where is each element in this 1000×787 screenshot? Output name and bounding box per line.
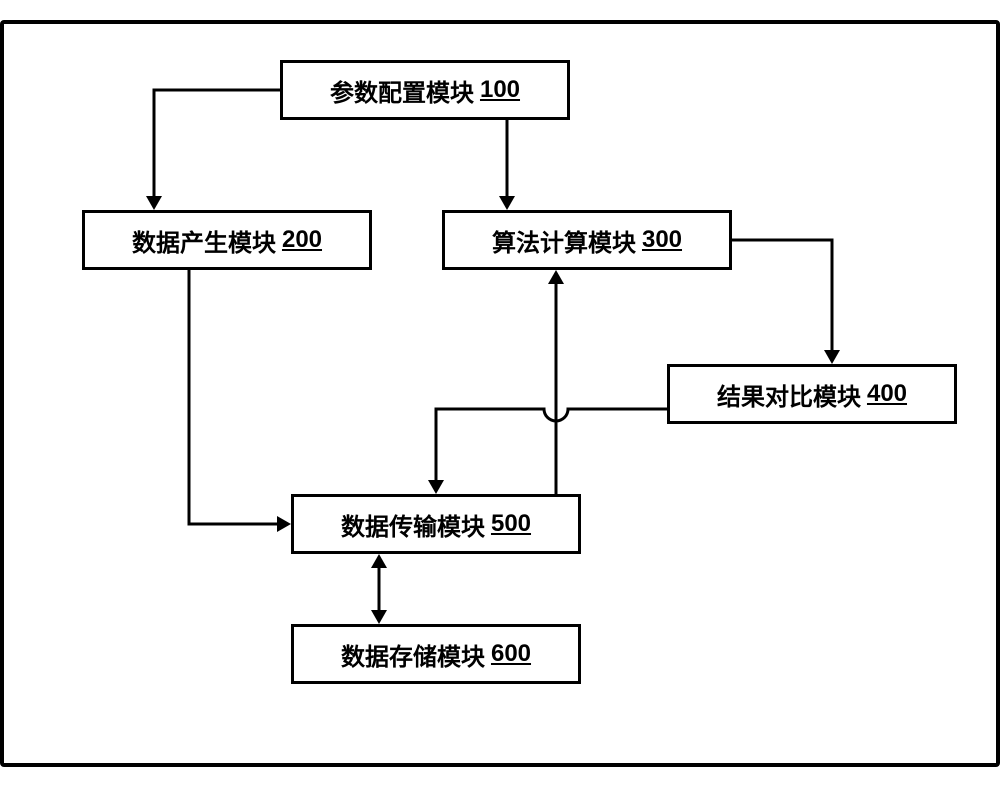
- node-n300: 算法计算模块300: [442, 210, 732, 270]
- node-number: 400: [867, 380, 907, 408]
- edge-e200-500: [189, 270, 291, 532]
- node-number: 300: [642, 226, 682, 254]
- node-n100: 参数配置模块100: [280, 60, 570, 120]
- node-label: 数据存储模块: [341, 637, 485, 672]
- node-number: 500: [491, 510, 531, 538]
- node-n500: 数据传输模块500: [291, 494, 581, 554]
- node-label: 参数配置模块: [330, 73, 474, 108]
- node-number: 200: [282, 226, 322, 254]
- edge-e500-600: [371, 554, 387, 624]
- node-n400: 结果对比模块400: [667, 364, 957, 424]
- node-number: 100: [480, 76, 520, 104]
- edge-e400-500: [428, 409, 667, 494]
- edge-e100-300: [499, 120, 515, 210]
- node-label: 数据传输模块: [341, 507, 485, 542]
- node-number: 600: [491, 640, 531, 668]
- diagram-frame: 参数配置模块100 数据产生模块200 算法计算模块300 结果对比模块400 数据传输…: [0, 20, 1000, 767]
- node-label: 数据产生模块: [132, 223, 276, 258]
- node-n600: 数据存储模块600: [291, 624, 581, 684]
- node-n200: 数据产生模块200: [82, 210, 372, 270]
- node-label: 结果对比模块: [717, 377, 861, 412]
- edge-e300-400: [732, 240, 840, 364]
- edge-e500-300: [548, 270, 564, 494]
- node-label: 算法计算模块: [492, 223, 636, 258]
